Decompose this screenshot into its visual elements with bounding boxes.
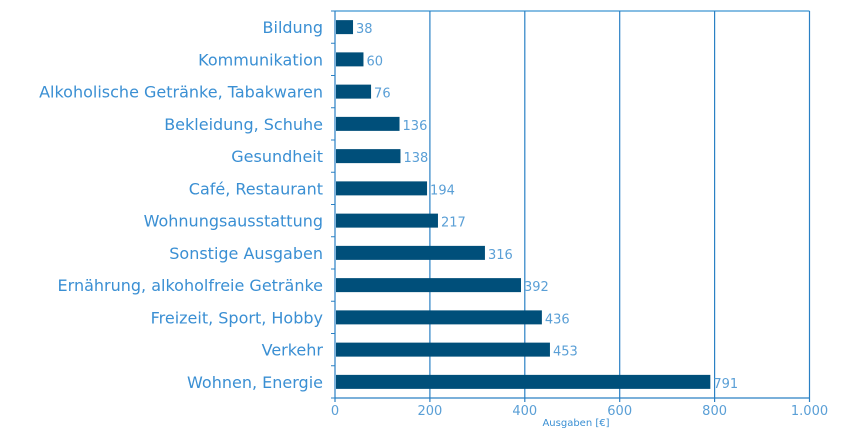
x-tick-label: 200	[417, 404, 442, 419]
bar	[336, 245, 485, 260]
bar	[336, 116, 400, 131]
x-tick-label: 600	[607, 404, 632, 419]
bar	[336, 342, 550, 357]
x-tick-label: 400	[512, 404, 537, 419]
category-label: Alkoholische Getränke, Tabakwaren	[39, 83, 323, 102]
category-label: Freizeit, Sport, Hobby	[151, 308, 323, 327]
category-label: Verkehr	[262, 341, 324, 360]
value-labels: 38 60 76 136 138 194 217 316 392 436 453 791	[356, 22, 738, 392]
value-label: 138	[403, 151, 428, 166]
category-label: Ernährung, alkoholfreie Getränke	[58, 276, 323, 295]
value-label: 60	[366, 54, 383, 69]
value-label: 316	[488, 248, 513, 263]
value-label: 38	[356, 22, 373, 37]
value-label: 453	[553, 345, 578, 360]
category-label: Café, Restaurant	[189, 179, 323, 198]
category-label: Wohnen, Energie	[187, 373, 323, 392]
bar	[336, 84, 372, 99]
value-label: 194	[430, 183, 455, 198]
value-label: 791	[713, 377, 738, 392]
x-tick-label: 1.000	[791, 404, 828, 419]
bar	[336, 310, 542, 325]
gridlines	[331, 10, 811, 402]
bar	[336, 149, 401, 164]
bar	[336, 20, 354, 35]
bar	[336, 52, 364, 67]
category-label: Sonstige Ausgaben	[169, 244, 323, 263]
bars	[336, 20, 711, 389]
value-label: 217	[441, 216, 466, 231]
x-axis-label: Ausgaben [€]	[542, 418, 609, 429]
category-label: Wohnungsausstattung	[144, 212, 323, 231]
bar	[336, 213, 438, 228]
x-tick-label: 800	[702, 404, 727, 419]
bar	[336, 181, 428, 196]
value-label: 436	[545, 312, 570, 327]
x-tick-label: 0	[331, 404, 339, 419]
x-tick-labels: 0 200 400 600 800 1.000	[331, 404, 828, 419]
category-label: Bekleidung, Schuhe	[164, 115, 323, 134]
value-label: 392	[524, 280, 549, 295]
bar	[336, 278, 522, 293]
category-labels: Bildung Kommunikation Alkoholische Getränk…	[39, 18, 323, 392]
category-label: Kommunikation	[198, 50, 323, 69]
bar	[336, 374, 711, 389]
category-label: Bildung	[263, 18, 323, 37]
value-label: 76	[374, 87, 391, 102]
value-label: 136	[403, 119, 428, 134]
category-label: Gesundheit	[231, 147, 323, 166]
